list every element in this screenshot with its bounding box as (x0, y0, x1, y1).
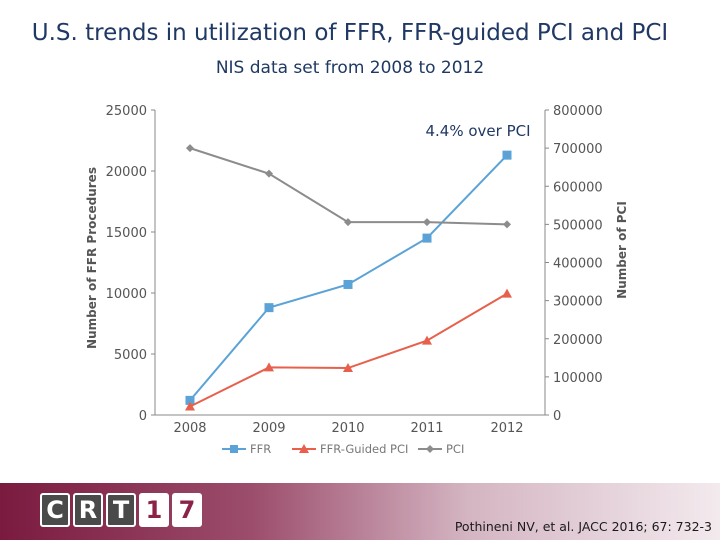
right-tick-label: 100000 (553, 371, 603, 386)
left-tick-label: 10000 (106, 287, 147, 302)
point-pci (186, 144, 194, 153)
point-ffr (264, 303, 274, 313)
left-axis-label: Number of FFR Procedures (85, 167, 99, 349)
legend-label-ffr-guided-pci: FFR-Guided PCI (320, 442, 408, 456)
logo-letter-t: T (106, 493, 136, 527)
left-tick-label: 0 (139, 409, 147, 424)
logo-letter-7: 7 (172, 493, 202, 527)
page-subtitle: NIS data set from 2008 to 2012 (215, 58, 485, 78)
legend-label-pci: PCI (446, 442, 464, 456)
series-line-pci (189, 147, 508, 226)
point-pci (265, 169, 273, 178)
point-ffr (502, 150, 512, 160)
left-tick-label: 5000 (114, 348, 147, 363)
right-tick-label: 700000 (553, 142, 603, 157)
right-axis-label: Number of PCI (615, 201, 629, 299)
x-tick-label: 2011 (410, 421, 443, 436)
legend-label-ffr: FFR (250, 442, 271, 456)
right-tick-label: 800000 (553, 104, 603, 119)
right-tick-label: 300000 (553, 295, 603, 310)
logo-letter-c: C (40, 493, 70, 527)
right-tick-label: 200000 (553, 333, 603, 348)
series-line-ffr (189, 154, 508, 402)
point-ffr-guided-pci (422, 335, 432, 345)
point-ffr-guided-pci (343, 363, 353, 373)
point-ffr (185, 395, 195, 405)
point-ffr (343, 279, 353, 289)
logo-letter-r: R (73, 493, 103, 527)
series-line-ffr-guided-pci (189, 292, 508, 408)
point-ffr (422, 233, 432, 243)
legend-marker-ffr-guided-pci (299, 444, 309, 453)
point-pci (423, 218, 431, 227)
annotation-label: 4.4% over PCI (425, 122, 530, 140)
point-ffr-guided-pci (502, 288, 512, 298)
page-title: U.S. trends in utilization of FFR, FFR-g… (31, 20, 669, 46)
x-tick-label: 2009 (252, 421, 285, 436)
left-tick-label: 25000 (106, 104, 147, 119)
citation: Pothineni NV, et al. JACC 2016; 67: 732-… (454, 519, 712, 534)
right-tick-label: 400000 (553, 257, 603, 272)
ffr-pci-chart: 0 5000 10000 15000 20000 25000 0 100000 200000 30… (85, 104, 629, 456)
right-tick-label: 600000 (553, 180, 603, 195)
right-tick-label: 0 (553, 409, 561, 424)
legend-marker-pci (426, 445, 434, 453)
legend-marker-ffr (230, 445, 238, 453)
left-tick-label: 15000 (106, 226, 147, 241)
left-tick-label: 20000 (106, 165, 147, 180)
point-ffr-guided-pci (185, 401, 195, 411)
point-ffr-guided-pci (264, 362, 274, 372)
x-tick-label: 2012 (490, 421, 523, 436)
point-pci (344, 218, 352, 227)
logo-letter-1: 1 (139, 493, 169, 527)
right-tick-label: 500000 (553, 218, 603, 233)
x-tick-label: 2008 (173, 421, 206, 436)
point-pci (503, 220, 511, 229)
x-tick-label: 2010 (331, 421, 364, 436)
